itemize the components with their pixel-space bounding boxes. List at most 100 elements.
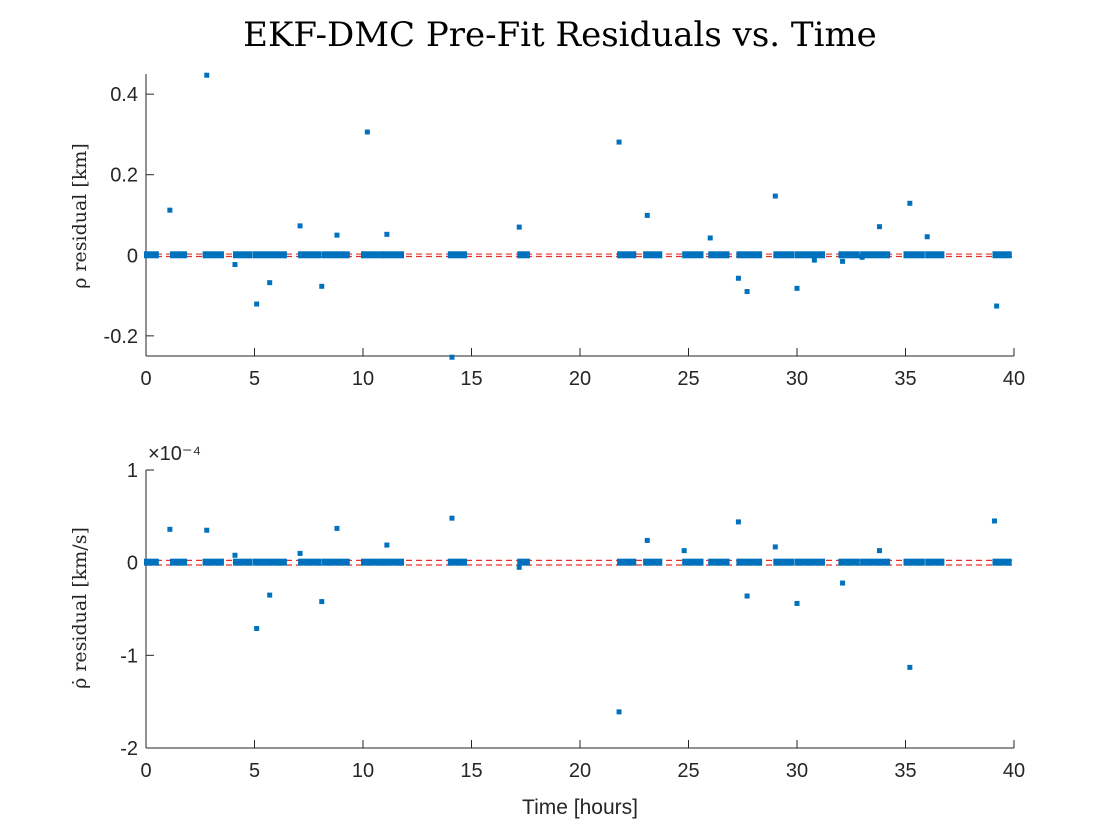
data-point-cluster [643, 251, 663, 259]
data-point-cluster [447, 251, 467, 259]
data-point [644, 212, 650, 218]
data-point [744, 289, 750, 295]
data-point-cluster [447, 558, 467, 566]
x-tick-label: 40 [1003, 760, 1025, 782]
data-point-cluster [708, 558, 730, 566]
data-point-cluster [232, 251, 253, 259]
data-point-cluster [682, 251, 704, 259]
y-tick-label: 0 [127, 553, 138, 575]
data-point-cluster [617, 251, 637, 259]
data-point-cluster [232, 558, 253, 566]
data-point [876, 548, 882, 554]
y-tick-label: -1 [120, 645, 138, 667]
data-point [232, 552, 238, 558]
data-point [167, 207, 173, 213]
data-point-cluster [170, 251, 188, 259]
data-point [254, 625, 260, 631]
data-point-cluster [517, 251, 530, 259]
x-tick-label: 5 [249, 368, 260, 390]
x-tick-label: 20 [569, 368, 591, 390]
data-point [772, 544, 778, 550]
data-point-cluster [298, 558, 322, 566]
data-point-cluster [252, 251, 287, 259]
data-point [924, 234, 930, 240]
x-tick-label: 0 [140, 760, 151, 782]
x-tick-label: 10 [352, 760, 374, 782]
data-point-cluster [682, 558, 704, 566]
data-point-cluster [361, 558, 385, 566]
x-tick-label: 35 [894, 368, 916, 390]
x-tick-label: 40 [1003, 368, 1025, 390]
subplot-range-residual: 0 5 10 15 20 25 30 35 40-0.200.20.4 [104, 72, 1025, 390]
data-point [204, 72, 210, 78]
data-point-cluster [321, 558, 350, 566]
data-point [907, 200, 913, 206]
data-point [319, 599, 325, 605]
data-point-cluster [773, 251, 795, 259]
data-point [772, 193, 778, 199]
data-point-cluster [202, 251, 224, 259]
data-point [297, 550, 303, 556]
data-point-cluster [736, 251, 763, 259]
subplot-range-rate-residual: 0 5 10 15 20 25 30 35 40 -2 -1 0 1 [120, 460, 1025, 782]
data-point [991, 518, 997, 524]
data-point [334, 525, 340, 531]
data-point-cluster [643, 558, 663, 566]
data-point [644, 537, 650, 543]
data-point-cluster [170, 558, 188, 566]
data-point-cluster [321, 251, 350, 259]
data-point [616, 139, 622, 145]
data-point [364, 129, 370, 135]
data-point-cluster [382, 558, 405, 566]
data-point [907, 664, 913, 670]
data-point-cluster [202, 558, 224, 566]
data-point [334, 232, 340, 238]
data-point [859, 254, 865, 260]
y-tick-label: 0.2 [110, 165, 138, 187]
x-tick-label: 5 [249, 760, 260, 782]
data-point [516, 564, 522, 570]
data-point [811, 257, 817, 263]
data-point-cluster [736, 558, 763, 566]
data-point-cluster [992, 251, 1012, 259]
data-point-cluster [708, 251, 730, 259]
data-point [840, 258, 846, 264]
data-point [876, 224, 882, 230]
data-point [707, 235, 713, 241]
y-axis-exponent-label: ×10⁻⁴ [148, 443, 201, 465]
y-tick-label: 0.4 [110, 84, 138, 106]
data-point-cluster [382, 251, 405, 259]
data-point [516, 224, 522, 230]
x-tick-label: 10 [352, 368, 374, 390]
y-tick-label: 0 [127, 245, 138, 267]
figure-title: EKF-DMC Pre-Fit Residuals vs. Time [243, 15, 877, 55]
data-point [794, 600, 800, 606]
y-axis-label-range-rate: ρ̇ residual [km/s] [69, 527, 91, 689]
data-point [204, 527, 210, 533]
data-point-cluster [925, 558, 945, 566]
data-point [267, 280, 273, 286]
data-point-cluster [617, 558, 637, 566]
x-tick-label: 20 [569, 760, 591, 782]
data-point [384, 231, 390, 237]
data-point [994, 303, 1000, 309]
data-point-cluster [838, 558, 860, 566]
data-point-cluster [144, 558, 159, 566]
data-point [319, 283, 325, 289]
y-tick-label: -2 [120, 738, 138, 760]
data-point-cluster [795, 558, 826, 566]
data-point-cluster [925, 251, 945, 259]
x-tick-label: 25 [677, 760, 699, 782]
data-point-cluster [903, 251, 925, 259]
data-point [449, 515, 455, 521]
x-tick-label: 15 [460, 760, 482, 782]
data-point [232, 262, 238, 268]
x-axis-label: Time [hours] [522, 796, 638, 819]
data-point [267, 592, 273, 598]
data-point [449, 354, 455, 360]
data-point-cluster [838, 251, 860, 259]
data-point [616, 709, 622, 715]
x-tick-label: 0 [140, 368, 151, 390]
data-point-cluster [795, 251, 826, 259]
